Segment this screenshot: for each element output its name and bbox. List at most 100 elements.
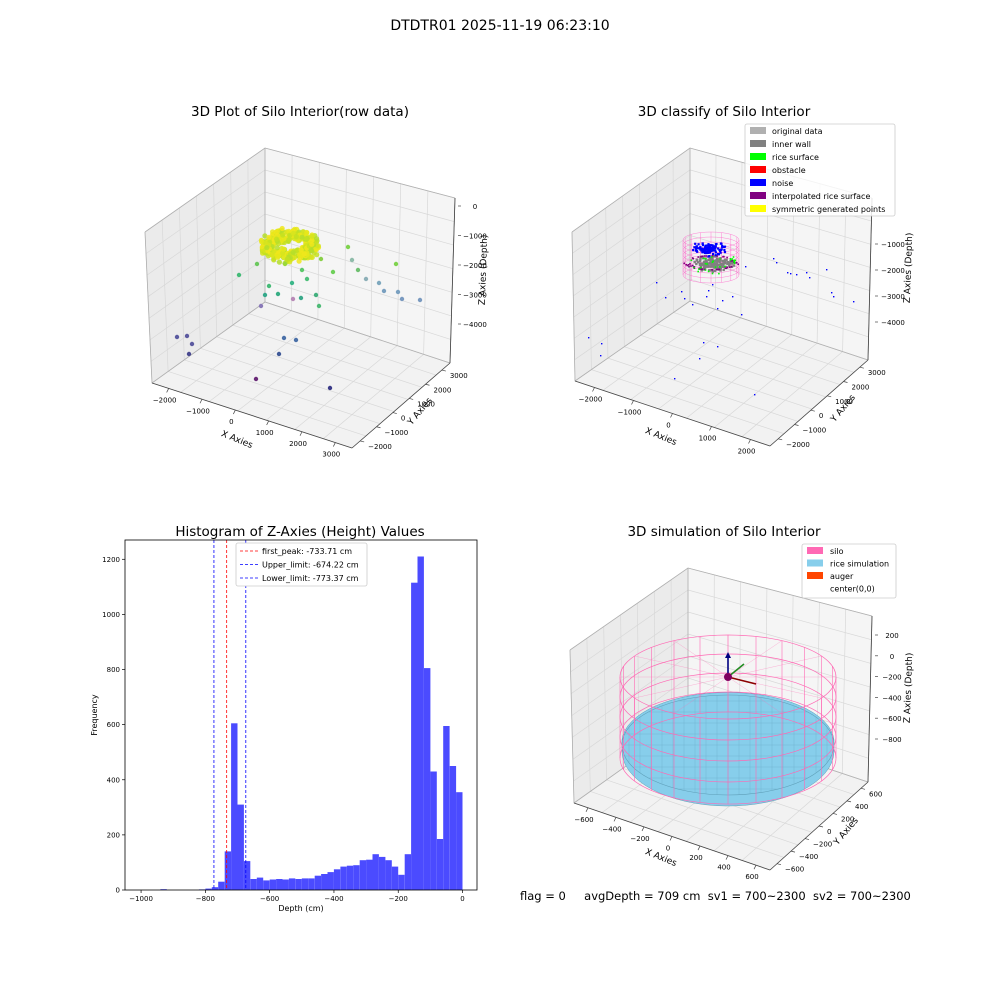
data-point [174, 334, 180, 340]
rice-surface-point [719, 258, 721, 260]
inner-wall-point [703, 266, 706, 269]
data-point [298, 247, 304, 253]
tick-label: 200 [841, 815, 854, 823]
interpolated-point [711, 255, 714, 257]
inner-wall-point [712, 266, 715, 269]
tick-label: −1000 [129, 895, 153, 903]
legend-label: noise [772, 179, 793, 188]
data-point [345, 244, 351, 250]
interpolated-point [685, 264, 687, 266]
noise-point [705, 248, 708, 251]
noise-point [704, 251, 707, 254]
noise-point [711, 245, 714, 248]
tick-mark [804, 838, 810, 840]
inner-wall-point [705, 261, 709, 265]
histogram-bar [443, 726, 450, 890]
inner-wall-point [705, 264, 708, 267]
inner-wall-point [699, 258, 702, 261]
inner-wall-point [693, 260, 696, 264]
inner-wall-point [732, 264, 736, 267]
tick-label: 1000 [102, 611, 120, 619]
data-point [282, 261, 288, 267]
inner-wall-point [714, 269, 717, 272]
data-point [299, 234, 305, 240]
tick-label: −1000 [618, 409, 642, 417]
legend-swatch [807, 547, 823, 554]
noise-point [714, 245, 717, 248]
noise-point [700, 249, 703, 252]
data-point [286, 228, 292, 234]
interpolated-point [735, 261, 738, 264]
noise-point [717, 308, 719, 310]
rice-surface-point [729, 259, 732, 261]
data-point [275, 291, 281, 297]
legend-swatch [750, 127, 766, 134]
noise-point [796, 274, 798, 276]
data-point [327, 385, 333, 391]
tick-mark [392, 412, 397, 414]
noise-point [717, 247, 720, 250]
interpolated-point [701, 255, 703, 258]
tick-mark [748, 439, 751, 444]
histogram-bar [314, 875, 322, 890]
histogram-vlines [213, 540, 247, 890]
data-point [376, 280, 382, 286]
data-point [236, 272, 242, 278]
rice-surface-point [719, 266, 721, 268]
rice-surface-point [697, 270, 699, 273]
tick-mark [409, 398, 414, 400]
rice-surface-point [690, 259, 693, 262]
interpolated-point [716, 255, 719, 257]
tick-label: −3000 [881, 293, 905, 301]
noise-point [717, 253, 721, 256]
plot2-points [588, 231, 855, 396]
interpolated-point [690, 265, 692, 267]
tick-mark [631, 400, 634, 405]
silo-line [727, 676, 783, 714]
data-point [258, 303, 264, 309]
tick-mark [725, 855, 729, 860]
tick-label: 0 [666, 845, 670, 853]
tick-mark [827, 395, 832, 398]
tick-label: −4000 [463, 321, 487, 329]
silo-line [634, 655, 729, 678]
noise-point [707, 249, 710, 252]
data-point [262, 292, 268, 298]
histogram-bar [333, 869, 341, 890]
noise-point [717, 346, 719, 348]
noise-point [741, 314, 743, 316]
legend-label: first_peak: -733.71 cm [262, 547, 352, 556]
legend-label: original data [772, 127, 823, 136]
histogram-bar [366, 859, 373, 890]
noise-point [723, 251, 727, 254]
data-point [316, 303, 322, 309]
histogram-bar [327, 872, 334, 890]
tick-mark [360, 440, 365, 443]
pane-edge [144, 147, 456, 233]
rice-surface-point [732, 256, 735, 258]
inner-wall-point [719, 269, 722, 272]
interpolated-point [730, 266, 733, 268]
data-point [363, 276, 369, 282]
tick-mark [585, 807, 589, 812]
data-point [279, 225, 285, 232]
tick-mark [333, 442, 336, 447]
noise-point [718, 248, 721, 251]
legend-label: Upper_limit: -674.22 cm [262, 561, 359, 570]
back-pane [265, 148, 455, 363]
noise-point [695, 247, 698, 250]
noise-point [831, 292, 833, 294]
tick-mark [376, 426, 381, 429]
interpolated-point [703, 268, 706, 271]
inner-wall-point [696, 261, 700, 264]
histogram-y-ticks: 0 200 400 600 800 1000 1200 [102, 556, 125, 895]
tick-mark [670, 413, 673, 418]
noise-point [720, 248, 723, 251]
tick-label: 2000 [738, 448, 756, 456]
noise-point [701, 242, 704, 245]
tick-mark [299, 431, 303, 436]
plot1-x-ticks: −2000 −1000 0 1000 2000 3000 [153, 388, 340, 459]
tick-label: 800 [107, 666, 120, 674]
noise-point [809, 277, 811, 279]
